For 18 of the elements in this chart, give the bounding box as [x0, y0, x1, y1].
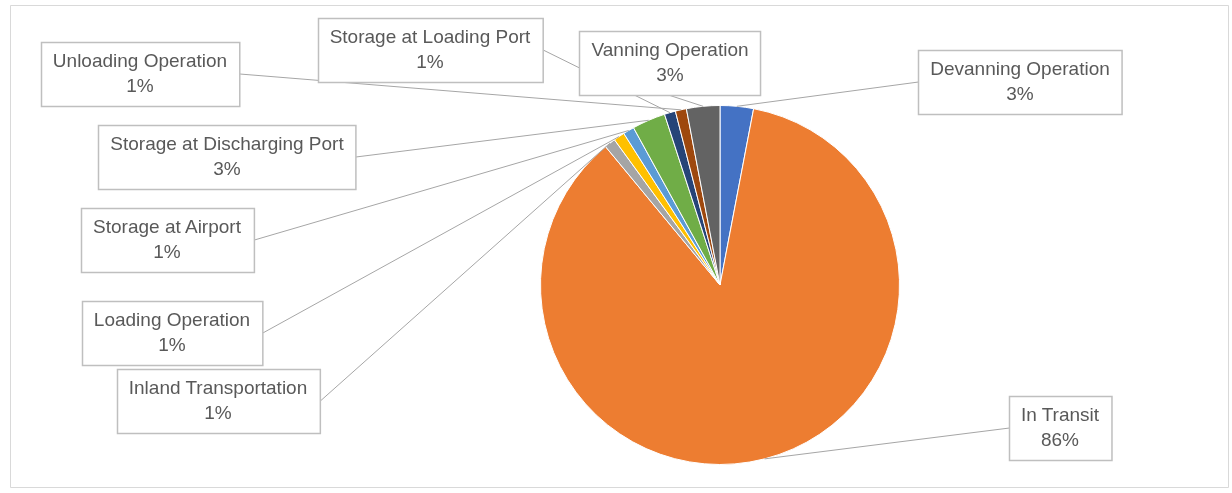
data-label: 1% [153, 241, 181, 263]
slice-label: Storage at Loading Port [329, 26, 532, 48]
slice-label: Storage at Discharging Port [110, 133, 345, 155]
slice-label: Storage at Airport [93, 216, 242, 238]
data-label: 3% [656, 64, 684, 86]
data-label: 1% [204, 402, 232, 424]
slice-label: Unloading Operation [52, 50, 228, 72]
slice-label: Vanning Operation [591, 39, 749, 61]
data-label: 3% [1006, 83, 1034, 105]
data-label: 1% [416, 51, 444, 73]
data-label: 3% [213, 158, 241, 180]
slice-label: Inland Transportation [128, 377, 308, 399]
slice-label: In Transit [1020, 404, 1100, 426]
data-label: 1% [158, 334, 186, 356]
slice-label: Devanning Operation [930, 58, 1110, 80]
slice-label: Loading Operation [93, 309, 251, 331]
data-label: 86% [1040, 429, 1080, 451]
data-label: 1% [126, 75, 154, 97]
